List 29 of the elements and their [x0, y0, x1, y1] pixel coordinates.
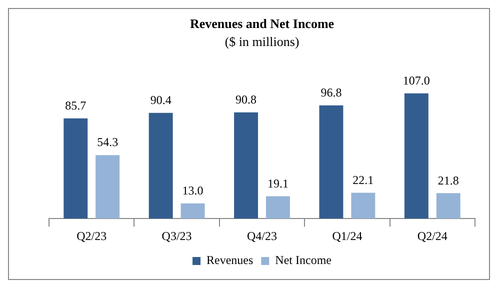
x-tick-label: Q3/23	[162, 228, 192, 243]
bar	[351, 192, 376, 219]
data-label: 107.0	[402, 74, 430, 88]
data-label: 90.4	[150, 92, 172, 107]
data-label: 90.8	[236, 92, 257, 107]
bar	[436, 193, 460, 219]
x-tick-label: Q2/24	[417, 228, 448, 243]
bar	[64, 118, 88, 219]
legend-label: Revenues	[206, 253, 254, 268]
x-tick-label: Q4/23	[247, 228, 277, 243]
data-label: 85.7	[65, 98, 86, 112]
bar	[266, 196, 290, 219]
bar	[404, 93, 428, 219]
data-label: 22.1	[352, 172, 374, 187]
legend-label: Net Income	[275, 253, 332, 268]
bar	[148, 112, 173, 219]
x-tick-label: Q1/24	[332, 228, 362, 243]
bar	[234, 112, 258, 219]
data-label: 96.8	[320, 86, 342, 100]
bar	[319, 105, 344, 219]
chart-title: Revenues and Net Income	[190, 16, 334, 32]
x-tick-label: Q2/23	[76, 228, 107, 243]
chart-subtitle: ($ in millions)	[224, 34, 300, 49]
bar	[96, 155, 120, 219]
data-label: 54.3	[97, 135, 118, 150]
data-label: 13.0	[182, 184, 204, 198]
data-label: 19.1	[267, 176, 288, 190]
bar	[180, 203, 205, 219]
data-label: 21.8	[438, 173, 459, 188]
